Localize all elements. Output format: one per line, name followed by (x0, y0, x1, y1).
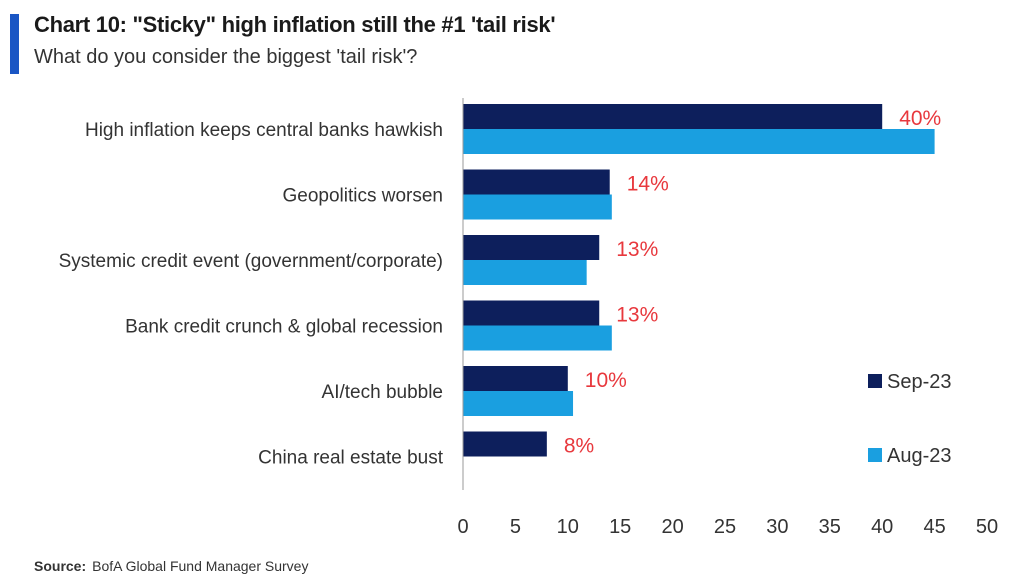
data-label: 40% (899, 107, 941, 130)
chart-title: Chart 10: "Sticky" high inflation still … (34, 12, 556, 37)
x-tick-label: 25 (714, 516, 736, 538)
bar-sep-23-4 (463, 366, 568, 391)
bar-sep-23-2 (463, 235, 600, 260)
x-tick-label: 20 (661, 516, 683, 538)
x-tick-label: 45 (923, 516, 945, 538)
legend-label: Sep-23 (887, 371, 952, 393)
category-label: Bank credit crunch & global recession (125, 317, 443, 338)
bar-aug-23-2 (463, 260, 587, 285)
data-label: 14% (627, 173, 669, 196)
x-tick-label: 15 (609, 516, 631, 538)
x-tick-label: 50 (976, 516, 998, 538)
x-tick-label: 10 (557, 516, 579, 538)
bar-sep-23-5 (463, 431, 547, 457)
bar-aug-23-4 (463, 391, 574, 416)
legend-swatch-aug-23 (868, 448, 882, 462)
data-label: 13% (616, 238, 658, 261)
data-label: 8% (564, 435, 594, 458)
source-label: Source: (34, 558, 87, 574)
bar-aug-23-1 (463, 194, 612, 220)
x-tick-label: 5 (510, 516, 521, 538)
x-tick-label: 35 (819, 516, 841, 538)
legend-swatch-sep-23 (868, 374, 882, 388)
legend-label: Aug-23 (887, 445, 952, 467)
category-label: Geopolitics worsen (282, 186, 443, 207)
category-label: China real estate bust (258, 448, 444, 469)
category-label: AI/tech bubble (322, 382, 443, 403)
bar-sep-23-3 (463, 300, 600, 326)
chart-subtitle: What do you consider the biggest 'tail r… (34, 46, 418, 68)
bar-sep-23-1 (463, 169, 610, 195)
category-label: High inflation keeps central banks hawki… (85, 120, 443, 141)
x-tick-label: 40 (871, 516, 893, 538)
bar-sep-23-0 (463, 104, 883, 129)
category-label: Systemic credit event (government/corpor… (59, 251, 443, 272)
x-tick-label: 30 (766, 516, 788, 538)
data-label: 10% (585, 369, 627, 392)
bar-aug-23-0 (463, 129, 935, 154)
data-label: 13% (616, 304, 658, 327)
source-text: BofA Global Fund Manager Survey (92, 558, 309, 574)
bar-aug-23-3 (463, 325, 612, 351)
source-note: Source: BofA Global Fund Manager Survey (34, 558, 308, 574)
x-tick-label: 0 (457, 516, 468, 538)
title-accent-bar (10, 14, 19, 74)
